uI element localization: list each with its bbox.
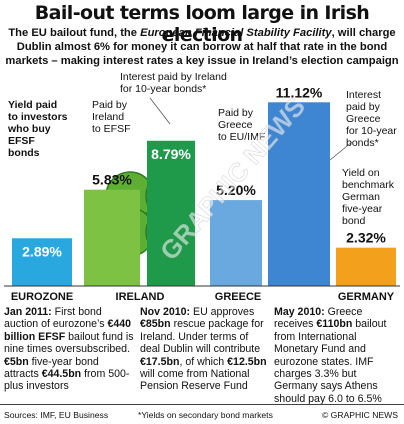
bar-greece-3 — [210, 200, 262, 286]
intro-post: , will charge Dublin almost 6% for money… — [5, 27, 399, 67]
bar-description: Interest paid by Ireland for 10-year bond… — [120, 71, 227, 95]
credit-text: © GRAPHIC NEWS — [321, 410, 398, 420]
sources-text: Sources: IMF, EU Business — [4, 410, 109, 420]
leader-line — [149, 97, 171, 125]
bar-description: Paid by Greece to EU/IMF — [218, 107, 265, 143]
intro-italic: European Financial Stability Facility — [140, 27, 332, 39]
footer: Sources: IMF, EU Business *Yields on sec… — [0, 404, 404, 424]
news-panel-2: May 2010: Greece receives €110bn bailout… — [274, 306, 400, 405]
bar-chart: 2.89% Yield paid to investors who buy EFSF bo… — [4, 71, 400, 303]
bar-germany-5 — [336, 247, 396, 286]
news-panel-1: Nov 2010: EU approves €85bn rescue packa… — [140, 306, 270, 402]
panel-highlight: €85bn — [140, 318, 171, 331]
panel-text: rescue package for Ireland. Under terms … — [140, 318, 264, 356]
panel-text: Greece receives — [274, 306, 363, 331]
panel-text: will come from National Pension Reserve … — [140, 368, 250, 393]
bar-ireland-2 — [147, 140, 195, 286]
panel-highlight: €12.5bn — [227, 355, 267, 368]
panel-text: EU approves — [190, 306, 255, 318]
page-title: Bail-out terms loom large in Irish elect… — [34, 2, 370, 46]
bar-description: Paid by Ireland to EFSF — [92, 99, 131, 135]
panel-highlight: €440 billion EFSF — [4, 318, 132, 343]
category-label-germany: GERMANY — [338, 291, 395, 303]
panel-highlight: May 2010: — [274, 306, 325, 318]
bar-greece-4 — [268, 102, 330, 286]
panel-text: bailout fund is nine times oversubscribe… — [4, 330, 134, 356]
panel-text: bailout from International Monetary Fund… — [274, 318, 387, 405]
bar-description: Yield on benchmark German five-year bond — [342, 167, 395, 227]
category-label-ireland: IRELAND — [116, 291, 165, 303]
bar-description: Interest paid by Greece for 10-year bonds* — [346, 89, 397, 149]
panel-text: First bond auction of eurozone’s — [4, 306, 108, 331]
bar-value-label: 11.12% — [276, 84, 323, 100]
bar-value-label: 5.83% — [92, 172, 132, 188]
news-panel-0: Jan 2011: First bond auction of eurozone… — [4, 306, 134, 402]
footnote-text: *Yields on secondary bond markets — [138, 410, 273, 420]
panel-text: five-year bond attracts — [4, 355, 99, 381]
panel-highlight: €5bn — [4, 355, 29, 368]
panel-highlight: €17.5bn — [140, 355, 180, 368]
panel-highlight: Nov 2010: — [140, 306, 191, 318]
bar-eurozone-0 — [12, 238, 72, 286]
panel-text: , of which — [179, 355, 228, 368]
leader-line — [329, 141, 353, 161]
panel-highlight: €110bn — [316, 318, 353, 331]
bar-description: Yield paid to investors who buy EFSF bonds — [7, 99, 68, 159]
intro-pre: The EU bailout fund, the — [8, 27, 141, 39]
panel-highlight: Jan 2011: — [4, 306, 52, 318]
bar-value-label: 5.20% — [216, 182, 256, 198]
bar-value-label: 8.79% — [151, 146, 191, 162]
panel-highlight: €44.5bn — [41, 368, 82, 381]
intro-text: The EU bailout fund, the European Financ… — [4, 26, 400, 68]
category-label-greece: GREECE — [215, 291, 261, 303]
bar-value-label: 2.89% — [22, 243, 62, 259]
bar-ireland-1 — [84, 189, 140, 286]
bar-value-label: 2.32% — [346, 230, 386, 246]
category-label-eurozone: EUROZONE — [11, 291, 73, 303]
panel-text: from 500-plus investors — [4, 368, 130, 393]
